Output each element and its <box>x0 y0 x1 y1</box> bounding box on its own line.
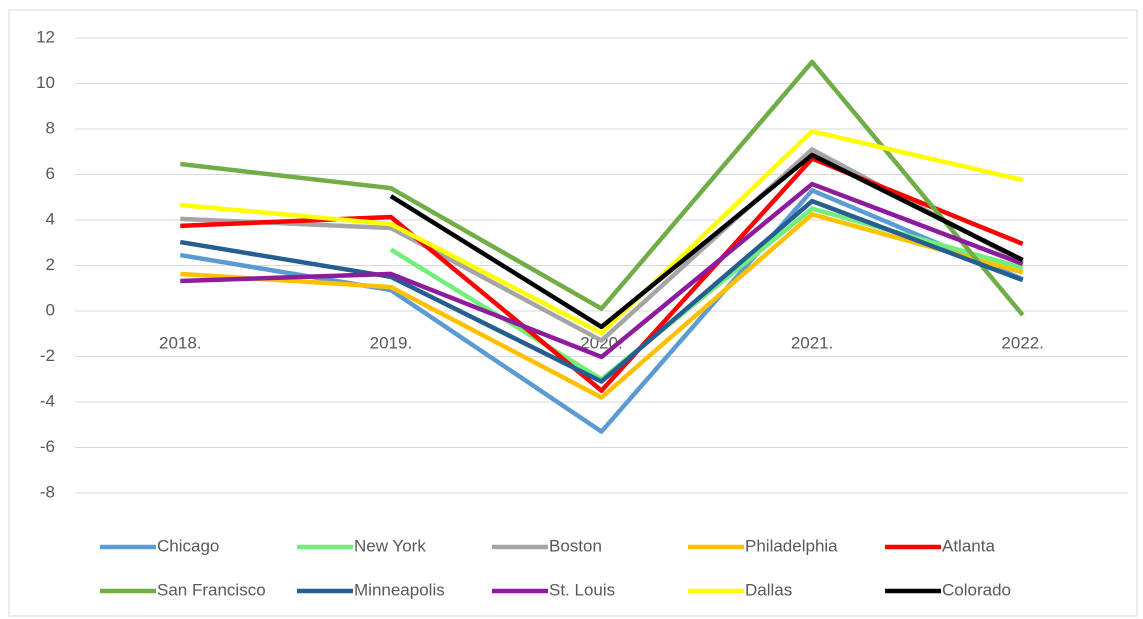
y-tick-label: 10 <box>36 73 55 92</box>
y-tick-label: -4 <box>40 391 55 410</box>
series-line <box>180 156 1024 393</box>
series-line <box>389 152 1024 330</box>
y-tick-label: 2 <box>46 255 55 274</box>
y-tick-label: 0 <box>46 300 55 319</box>
legend-label: San Francisco <box>157 580 266 599</box>
x-tick-label: 2018. <box>159 333 202 352</box>
legend-label: St. Louis <box>549 580 615 599</box>
legend-label: New York <box>354 536 426 555</box>
x-tick-label: 2022. <box>1001 333 1044 352</box>
y-tick-label: -2 <box>40 346 55 365</box>
x-tick-label: 2021. <box>791 333 834 352</box>
chart-border <box>8 9 1138 617</box>
legend-label: Colorado <box>942 580 1011 599</box>
y-tick-label: -6 <box>40 437 55 456</box>
y-tick-label: 12 <box>36 27 55 46</box>
y-tick-label: 6 <box>46 164 55 183</box>
y-tick-label: -8 <box>40 482 55 501</box>
legend-label: Philadelphia <box>745 536 838 555</box>
series-line <box>180 129 1024 336</box>
x-tick-label: 2019. <box>370 333 413 352</box>
series-line <box>180 212 1024 400</box>
y-tick-label: 8 <box>46 118 55 137</box>
legend-label: Minneapolis <box>354 580 445 599</box>
legend-label: Chicago <box>157 536 219 555</box>
legend-label: Boston <box>549 536 602 555</box>
series-line <box>180 181 1024 360</box>
series-line <box>179 198 1024 384</box>
legend-label: Atlanta <box>942 536 995 555</box>
y-tick-label: 4 <box>46 209 55 228</box>
legend-label: Dallas <box>745 580 792 599</box>
